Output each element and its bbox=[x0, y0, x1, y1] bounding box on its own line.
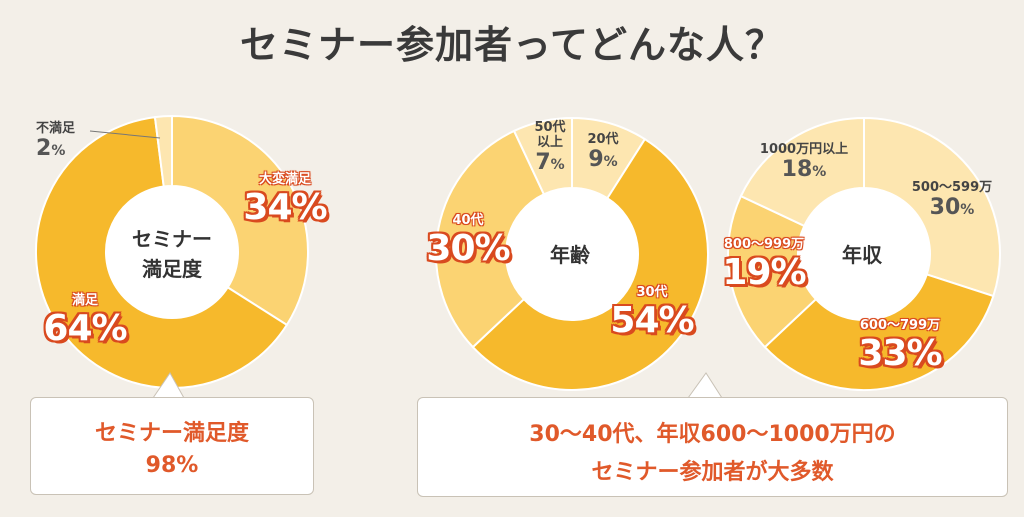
income-1000-name: 1000万円以上 bbox=[759, 142, 849, 157]
income-500-pct: 30 bbox=[929, 195, 961, 220]
age-20s-name: 20代 bbox=[587, 132, 619, 147]
callout-left-line2: 98% bbox=[145, 453, 199, 478]
age-30s-label: 30代 54% bbox=[602, 285, 702, 341]
age-50s-slice bbox=[512, 116, 573, 196]
percent-sign: % bbox=[550, 157, 565, 173]
income-500-name: 500～599万 bbox=[911, 180, 993, 195]
satisfied-name: 満足 bbox=[71, 293, 98, 308]
percent-sign: % bbox=[291, 187, 328, 228]
income-1000-label: 1000万円以上 18% bbox=[745, 142, 863, 182]
income-center-label: 年収 bbox=[812, 240, 912, 270]
page-title: セミナー参加者ってどんな人？ bbox=[239, 23, 785, 67]
satisfied-label: 満足 64% bbox=[40, 293, 130, 349]
percent-sign: % bbox=[51, 143, 66, 159]
income-800-pct: 19 bbox=[722, 252, 771, 293]
percent-sign: % bbox=[474, 228, 511, 269]
very-satisfied-pct: 34 bbox=[243, 187, 292, 228]
income-500-label: 500～599万 30% bbox=[900, 180, 1004, 220]
age-30s-name: 30代 bbox=[636, 285, 668, 300]
summary-callout: 30～40代、年収600～1000万円の セミナー参加者が大多数 bbox=[417, 397, 1008, 497]
center-label-line1: 年収 bbox=[842, 243, 882, 267]
percent-sign: % bbox=[906, 333, 943, 374]
center-label-line2: 満足度 bbox=[142, 257, 202, 281]
income-1000-pct: 18 bbox=[781, 157, 813, 182]
percent-sign: % bbox=[91, 308, 128, 349]
unsatisfied-name: 不満足 bbox=[36, 121, 76, 136]
unsatisfied-pct: 2 bbox=[36, 136, 52, 161]
donut-hole bbox=[798, 188, 930, 320]
callout-right-line2: セミナー参加者が大多数 bbox=[591, 460, 834, 485]
income-800-label: 800～999万 19% bbox=[708, 237, 820, 293]
percent-sign: % bbox=[658, 300, 695, 341]
income-600-pct: 33 bbox=[858, 333, 907, 374]
unsatisfied-leader-line bbox=[89, 130, 161, 139]
center-label-line1: 年齢 bbox=[550, 243, 590, 267]
very-satisfied-label: 大変満足 34% bbox=[240, 172, 330, 228]
center-label-line1: セミナー bbox=[132, 227, 212, 251]
satisfaction-callout: セミナー満足度 98% bbox=[30, 397, 314, 495]
age-20s-pct: 9 bbox=[588, 147, 604, 172]
age-40s-name: 40代 bbox=[452, 213, 484, 228]
percent-sign: % bbox=[770, 252, 807, 293]
donut-hole bbox=[106, 186, 238, 318]
callout-right-line1: 30～40代、年収600～1000万円の bbox=[529, 422, 896, 447]
satisfaction-center-label: セミナー 満足度 bbox=[104, 224, 240, 284]
age-40s-pct: 30 bbox=[426, 228, 475, 269]
right-callout-pointer bbox=[687, 372, 723, 399]
percent-sign: % bbox=[960, 202, 975, 218]
age-30s-pct: 54 bbox=[610, 300, 659, 341]
age-50s-name-line1: 50代 bbox=[534, 120, 566, 135]
satisfaction-donut-chart bbox=[35, 114, 309, 389]
age-donut-chart bbox=[435, 116, 709, 391]
donut-hole bbox=[506, 188, 638, 320]
age-50s-label: 50代 以上 7% bbox=[520, 120, 580, 175]
income-800-name: 800～999万 bbox=[723, 237, 805, 252]
percent-sign: % bbox=[603, 154, 618, 170]
very-satisfied-name: 大変満足 bbox=[258, 172, 311, 187]
age-50s-pct: 7 bbox=[535, 150, 551, 175]
age-40s-label: 40代 30% bbox=[420, 213, 516, 269]
age-20s-label: 20代 9% bbox=[575, 132, 631, 172]
age-center-label: 年齢 bbox=[520, 240, 620, 270]
income-600-label: 600～799万 33% bbox=[842, 318, 958, 374]
percent-sign: % bbox=[812, 164, 827, 180]
unsatisfied-label: 不満足 2% bbox=[36, 121, 86, 161]
left-callout-pointer bbox=[152, 372, 185, 399]
income-600-name: 600～799万 bbox=[859, 318, 941, 333]
satisfied-pct: 64 bbox=[43, 308, 92, 349]
income-donut-chart bbox=[727, 116, 1001, 391]
age-50s-name-line2: 以上 bbox=[536, 135, 563, 150]
callout-left-line1: セミナー満足度 bbox=[94, 421, 249, 446]
